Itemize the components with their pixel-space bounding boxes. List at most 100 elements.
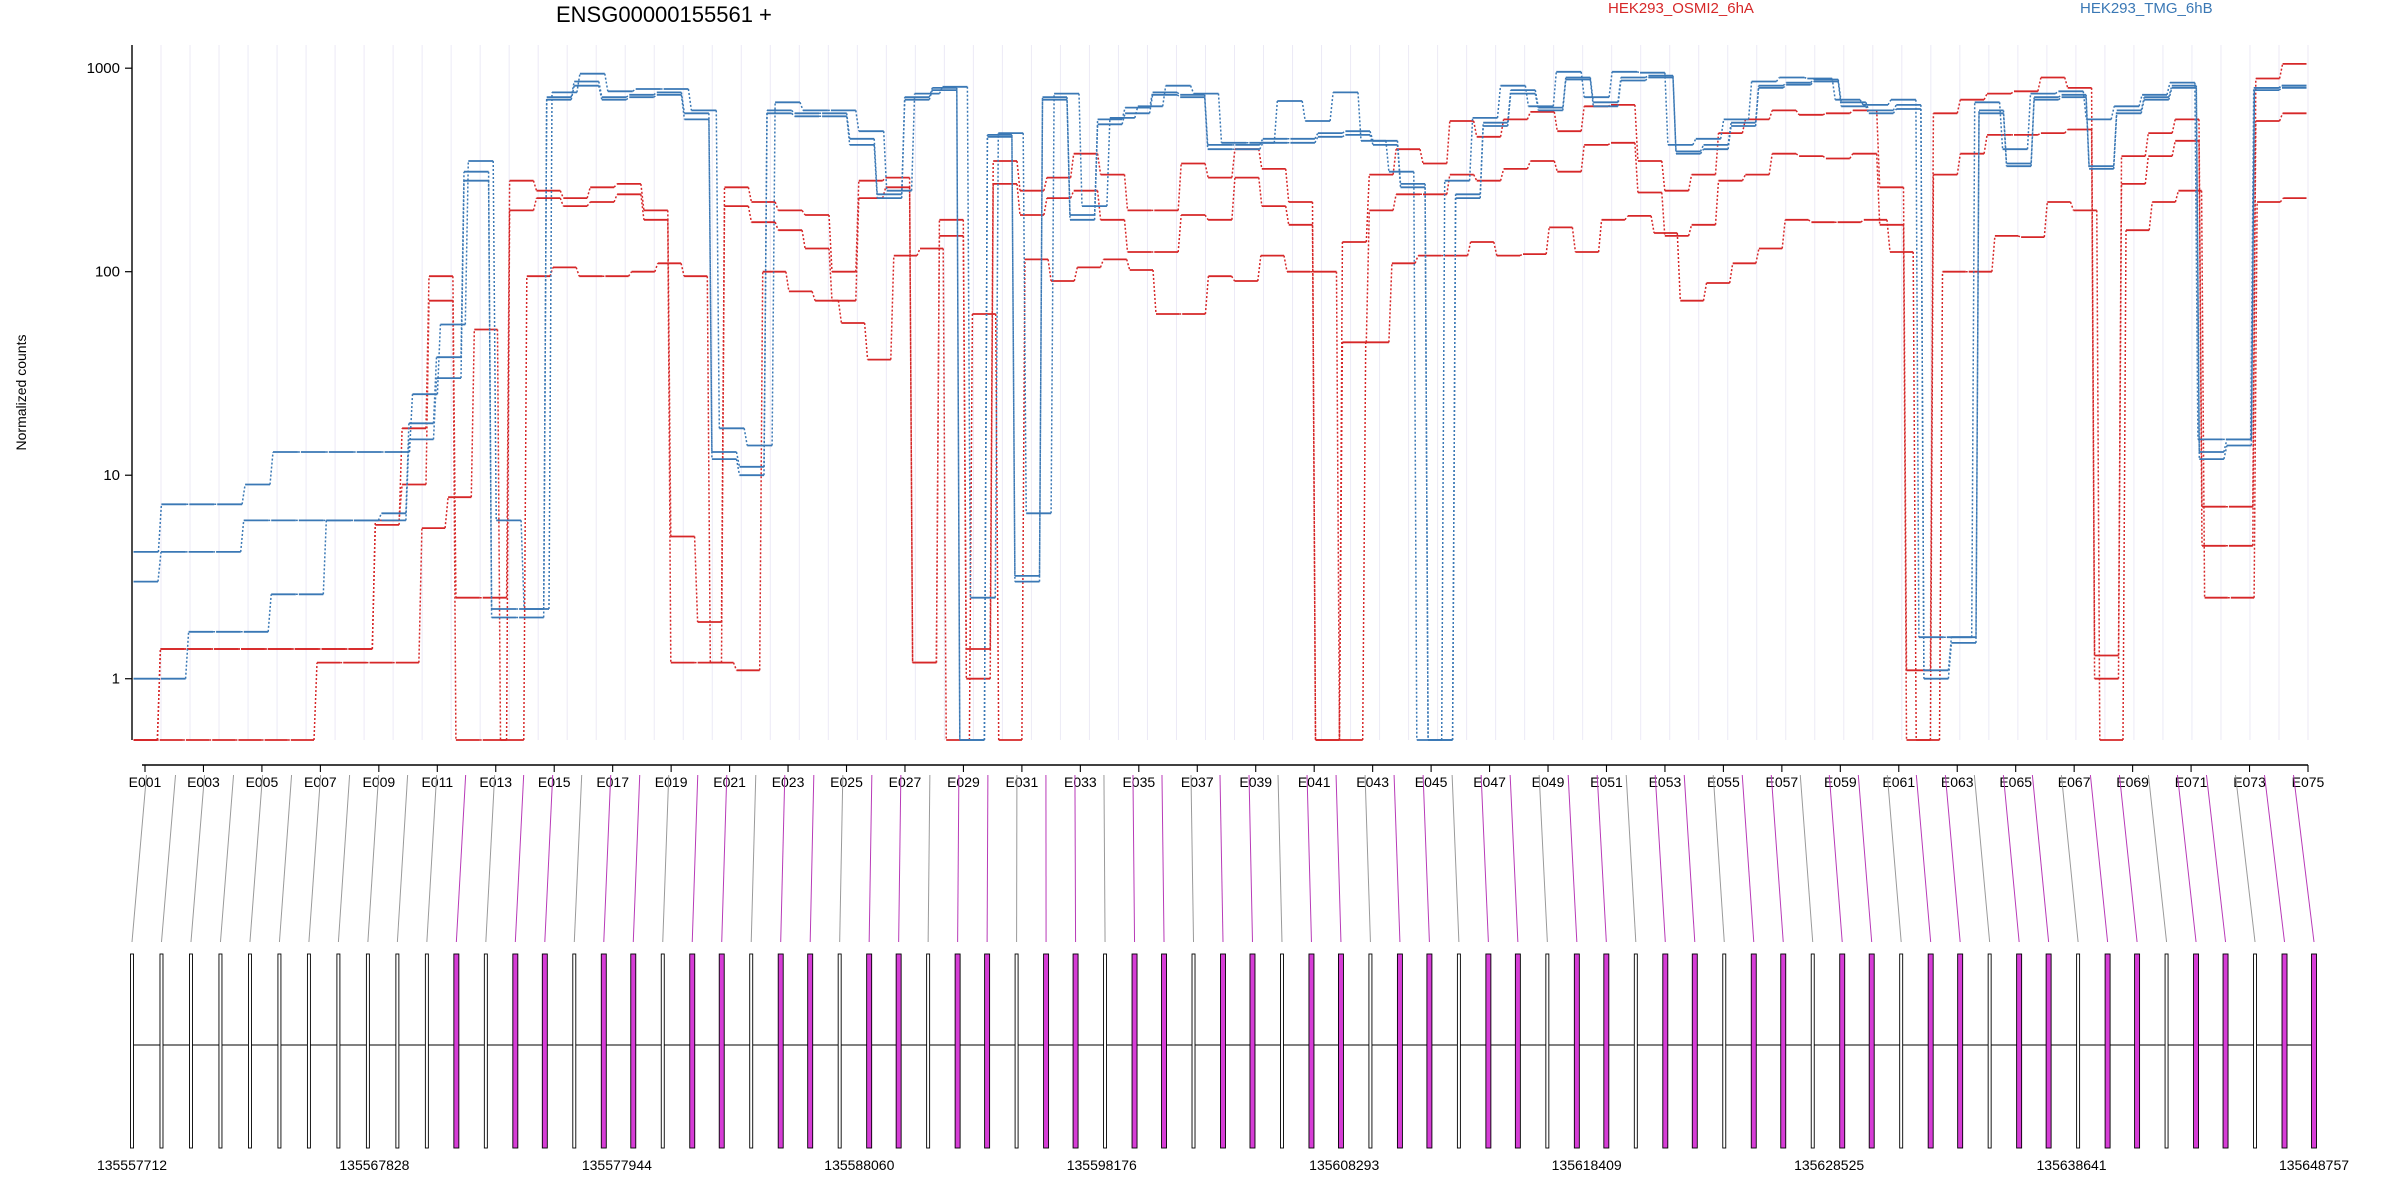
genomic-coordinate-label: 135588060 xyxy=(824,1157,894,1173)
exon-box xyxy=(866,953,873,1149)
genomic-coordinate-label: 135608293 xyxy=(1309,1157,1379,1173)
series-connector xyxy=(156,190,2284,741)
exon-box xyxy=(749,953,754,1149)
x-tick-label: E021 xyxy=(713,774,746,790)
exon-connector xyxy=(1277,774,1283,943)
x-tick-label: E071 xyxy=(2175,774,2208,790)
exon-box xyxy=(1308,953,1315,1149)
x-tick-label: E019 xyxy=(655,774,688,790)
exon-box xyxy=(189,953,193,1149)
exon-connector xyxy=(485,774,496,943)
exon-box xyxy=(1633,953,1638,1149)
series-connector xyxy=(158,76,2283,741)
exon-box xyxy=(277,953,282,1149)
x-tick-label: E011 xyxy=(421,774,453,790)
series-line xyxy=(133,189,2307,741)
exon-connector xyxy=(1712,774,1725,943)
exon-box xyxy=(1485,953,1492,1149)
genomic-coordinate-label: 135598176 xyxy=(1067,1157,1137,1173)
series-line xyxy=(133,74,2307,741)
exon-connector xyxy=(898,774,902,943)
exon-connector xyxy=(1190,774,1195,943)
exon-box xyxy=(1220,953,1226,1149)
exon-connector xyxy=(1335,774,1342,943)
exon-connector xyxy=(809,774,815,943)
exon-connector xyxy=(1973,774,1991,943)
exon-box xyxy=(1514,953,1521,1149)
genomic-coordinate-label: 135577944 xyxy=(582,1157,652,1173)
x-tick-label: E049 xyxy=(1532,774,1565,790)
genomic-coordinate-label: 135567828 xyxy=(339,1157,409,1173)
exon-connector xyxy=(1567,774,1578,943)
exon-box xyxy=(777,953,784,1149)
exon-box xyxy=(1839,953,1846,1149)
x-tick-label: E013 xyxy=(479,774,512,790)
exon-box xyxy=(2045,953,2052,1149)
x-tick-label: E031 xyxy=(1006,774,1039,790)
exon-connector xyxy=(2234,774,2256,943)
exon-box xyxy=(807,953,814,1149)
exon-box xyxy=(1072,953,1079,1149)
exon-box xyxy=(1131,953,1138,1149)
exon-box xyxy=(1191,953,1196,1149)
exon-connector xyxy=(1074,774,1077,943)
exon-box xyxy=(1426,953,1433,1149)
exon-connector xyxy=(2263,774,2286,943)
x-tick-label: E061 xyxy=(1882,774,1915,790)
x-tick-label: E041 xyxy=(1298,774,1331,790)
exon-box xyxy=(541,953,548,1149)
exon-box xyxy=(1987,953,1992,1149)
exon-box xyxy=(1722,953,1727,1149)
x-tick-label: E033 xyxy=(1064,774,1097,790)
series-line xyxy=(133,70,2307,741)
x-tick-label: E029 xyxy=(947,774,980,790)
exon-box xyxy=(837,953,842,1149)
exon-connector xyxy=(691,774,699,943)
exon-connector xyxy=(1944,774,1961,943)
exon-box xyxy=(2016,953,2023,1149)
x-tick-label: E069 xyxy=(2116,774,2149,790)
exon-connector xyxy=(780,774,786,943)
exon-box xyxy=(600,953,607,1149)
exon-connector xyxy=(1654,774,1666,943)
exon-connector xyxy=(1219,774,1224,943)
genomic-coordinate-label: 135648757 xyxy=(2279,1157,2349,1173)
exon-box xyxy=(1043,953,1050,1149)
exon-connector xyxy=(1306,774,1312,943)
exon-connector xyxy=(1915,774,1932,943)
exon-connector xyxy=(750,774,757,943)
exon-box xyxy=(689,953,696,1149)
exon-connector xyxy=(1480,774,1489,943)
exon-box xyxy=(630,953,637,1149)
y-tick-label: 10 xyxy=(103,467,120,484)
exon-box xyxy=(453,953,460,1149)
x-tick-label: E073 xyxy=(2233,774,2266,790)
exon-connector xyxy=(1451,774,1460,943)
exon-connector xyxy=(2089,774,2109,943)
exon-box xyxy=(306,953,311,1149)
genomic-coordinate-label: 135638641 xyxy=(2037,1157,2107,1173)
exon-box xyxy=(336,953,341,1149)
exon-box xyxy=(424,953,429,1149)
exon-box xyxy=(1957,953,1964,1149)
x-tick-label: E009 xyxy=(362,774,395,790)
exon-connector xyxy=(190,774,206,943)
exon-connector xyxy=(1422,774,1430,943)
exon-connector xyxy=(2060,774,2079,943)
y-tick-label: 100 xyxy=(95,264,120,281)
genomic-coordinate-label: 135628525 xyxy=(1794,1157,1864,1173)
exon-connector xyxy=(1770,774,1784,943)
exon-box xyxy=(954,953,961,1149)
exon-box xyxy=(2311,953,2317,1149)
exon-connector xyxy=(367,774,380,943)
exon-box xyxy=(1280,953,1284,1149)
x-tick-label: E047 xyxy=(1473,774,1506,790)
series-connector xyxy=(157,71,2283,741)
exon-box xyxy=(1368,953,1373,1149)
x-tick-label: E015 xyxy=(538,774,571,790)
exon-connector xyxy=(839,774,844,943)
exon-box xyxy=(1927,953,1934,1149)
exon-connector xyxy=(632,774,641,943)
